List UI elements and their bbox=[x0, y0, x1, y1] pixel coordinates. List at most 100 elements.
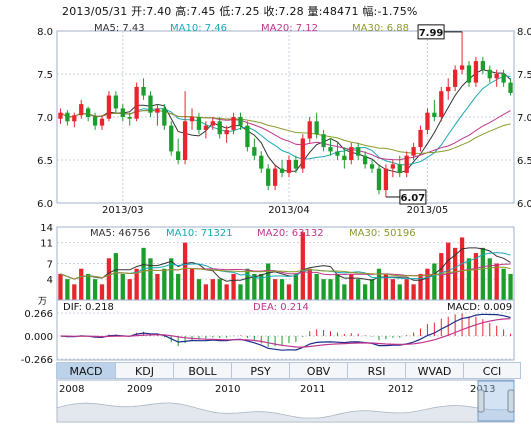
candle-body bbox=[397, 164, 402, 173]
volume-bar bbox=[349, 273, 354, 300]
volume-bar bbox=[383, 273, 389, 300]
high-label: 高: bbox=[175, 5, 191, 18]
candle-body bbox=[349, 147, 354, 160]
candle-body bbox=[266, 168, 271, 186]
tab-wvad[interactable]: WVAD bbox=[405, 362, 463, 379]
close-label: 收: bbox=[263, 5, 279, 18]
macd-dea-line bbox=[60, 318, 511, 348]
timeline-year-label: 2011 bbox=[300, 384, 325, 395]
volume-bar bbox=[293, 273, 299, 300]
candle-body bbox=[356, 147, 361, 156]
timeline-handle[interactable] bbox=[477, 389, 485, 413]
volume-bar bbox=[169, 258, 174, 300]
volume-bar bbox=[72, 284, 77, 300]
volume-bar bbox=[252, 273, 257, 300]
price-y-tick-right: 6.5 bbox=[517, 156, 531, 167]
candle-body bbox=[293, 160, 299, 169]
candle-body bbox=[390, 164, 395, 169]
volume-bar bbox=[342, 284, 347, 300]
candle-body bbox=[307, 121, 312, 139]
tab-obv[interactable]: OBV bbox=[289, 362, 347, 379]
price-ma-label: MA10: 7.46 bbox=[170, 23, 227, 34]
candle-body bbox=[72, 115, 77, 122]
candle-body bbox=[231, 117, 236, 130]
volume-y-tick: 7 bbox=[47, 260, 53, 271]
volume-bar bbox=[328, 279, 333, 300]
volume-bar bbox=[480, 247, 485, 300]
volume-bar bbox=[376, 268, 382, 300]
volume-ma30-line bbox=[60, 266, 511, 280]
volume-bar bbox=[176, 273, 181, 300]
candle-body bbox=[314, 121, 319, 135]
volume-ma10-line bbox=[60, 252, 511, 280]
volume-bar bbox=[245, 268, 250, 300]
volume-bar bbox=[432, 263, 437, 300]
low-marker-box bbox=[399, 189, 427, 205]
volume-bar bbox=[314, 273, 319, 300]
volume-value: 48471 bbox=[322, 5, 359, 18]
volume-bar bbox=[446, 242, 451, 300]
candle-body bbox=[459, 65, 465, 70]
candle-body bbox=[432, 112, 437, 117]
volume-bar bbox=[411, 284, 416, 300]
volume-bar bbox=[259, 273, 264, 300]
candle-body bbox=[369, 164, 375, 169]
candle-body bbox=[58, 112, 63, 119]
low-value: 7.25 bbox=[234, 5, 260, 18]
volume-bar bbox=[300, 232, 305, 300]
price-y-tick-right: 8.0 bbox=[517, 27, 531, 38]
candle-body bbox=[162, 108, 167, 126]
quote-date: 2013/05/31 bbox=[62, 5, 128, 18]
tab-boll[interactable]: BOLL bbox=[173, 362, 231, 379]
tab-kdj[interactable]: KDJ bbox=[115, 362, 173, 379]
timeline-year-label: 2009 bbox=[127, 384, 152, 395]
volume-bar bbox=[494, 263, 499, 300]
timeline-year-label: 2008 bbox=[59, 384, 84, 395]
volume-label: 量: bbox=[307, 5, 323, 18]
timeline-navigator[interactable]: 2008 2009 2010 2011 2012 2013 bbox=[56, 379, 515, 423]
volume-bar bbox=[196, 279, 202, 300]
quote-header: 2013/05/31 开:7.40 高:7.45 低:7.25 收:7.28 量… bbox=[62, 3, 418, 19]
price-y-tick-left: 6.0 bbox=[37, 199, 53, 210]
price-x-tick: 2013/03 bbox=[102, 205, 144, 216]
volume-bar bbox=[473, 253, 479, 300]
volume-bar bbox=[127, 279, 132, 300]
candle-body bbox=[176, 151, 181, 160]
price-y-tick-left: 6.5 bbox=[37, 156, 53, 167]
volume-bar bbox=[272, 279, 278, 300]
candle-body bbox=[487, 69, 492, 79]
candle-body bbox=[480, 61, 485, 70]
volume-ma5-line bbox=[60, 247, 511, 282]
timeline-handle[interactable] bbox=[507, 389, 515, 413]
tab-cci[interactable]: CCI bbox=[463, 362, 521, 379]
macd-panel: 0.266 0.000 -0.266 DIF: 0.218 DEA: 0.214 MACD… bbox=[21, 299, 515, 366]
price-panel: 8.0 8.0 7.5 7.5 7.0 7.0 6.5 6.5 6.0 6.0 2013/03 201… bbox=[37, 23, 531, 216]
candle-body bbox=[508, 82, 513, 93]
volume-bar bbox=[439, 253, 444, 300]
volume-bar bbox=[369, 279, 375, 300]
volume-bar bbox=[224, 284, 229, 300]
volume-bar bbox=[238, 284, 243, 300]
volume-ma-label: MA20: 63132 bbox=[257, 228, 324, 239]
macd-dif-line bbox=[60, 313, 511, 351]
timeline-year-label: 2013 bbox=[470, 384, 495, 395]
macd-label: MACD: 0.009 bbox=[447, 302, 512, 313]
candle-body bbox=[452, 69, 458, 87]
candle-body bbox=[169, 125, 174, 152]
tab-rsi[interactable]: RSI bbox=[347, 362, 405, 379]
volume-bar bbox=[148, 258, 153, 300]
candle-body bbox=[99, 118, 105, 126]
volume-bar bbox=[99, 284, 105, 300]
price-y-tick-left: 7.0 bbox=[37, 113, 53, 124]
price-y-tick-right: 7.0 bbox=[517, 113, 531, 124]
tab-psy[interactable]: PSY bbox=[231, 362, 289, 379]
candle-body bbox=[494, 74, 499, 79]
volume-bar bbox=[418, 273, 423, 300]
tab-macd[interactable]: MACD bbox=[56, 362, 115, 379]
volume-ma-label: MA10: 71321 bbox=[166, 228, 233, 239]
volume-bar bbox=[155, 273, 160, 300]
candle-body bbox=[466, 65, 472, 83]
candle-body bbox=[342, 155, 347, 160]
macd-y-tick: -0.266 bbox=[21, 355, 53, 366]
